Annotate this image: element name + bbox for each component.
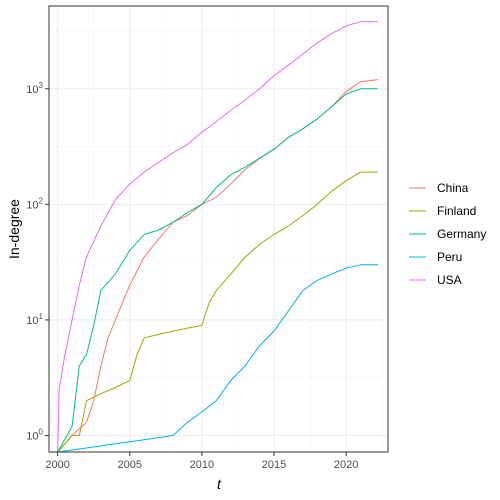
plot-panel-border (48, 5, 389, 453)
series-line-finland (57, 171, 378, 453)
x-axis: 2000 2005 2010 2015 2020 (45, 452, 358, 471)
x-tick-label: 2005 (118, 459, 142, 471)
series-layer (57, 21, 378, 453)
legend-label: Peru (437, 250, 462, 264)
legend-item-germany: Germany (409, 227, 486, 241)
y-tick-label: 103 (26, 81, 43, 96)
y-tick-label: 102 (26, 196, 43, 211)
series-line-usa (57, 21, 378, 453)
legend-item-finland: Finland (409, 204, 476, 218)
x-tick-label: 2015 (262, 459, 286, 471)
legend-item-china: China (409, 181, 469, 195)
y-axis-title: In-degree (6, 199, 22, 259)
legend-item-usa: USA (409, 273, 462, 287)
x-tick-label: 2010 (190, 459, 214, 471)
series-line-germany (57, 88, 378, 453)
series-line-peru (57, 264, 378, 453)
legend-label: Finland (437, 204, 476, 218)
x-axis-title: t (217, 476, 222, 492)
grid-layer (49, 6, 388, 452)
x-tick-label: 2020 (334, 459, 358, 471)
x-tick-label: 2000 (45, 459, 69, 471)
y-axis: 100 101 102 103 (26, 81, 49, 443)
y-tick-label: 101 (26, 312, 43, 327)
y-tick-label: 100 (26, 428, 43, 443)
legend-item-peru: Peru (409, 250, 462, 264)
legend: China Finland Germany Peru USA (409, 181, 486, 287)
series-line-china (57, 79, 378, 453)
legend-label: Germany (437, 227, 486, 241)
legend-label: USA (437, 273, 462, 287)
legend-label: China (437, 181, 469, 195)
